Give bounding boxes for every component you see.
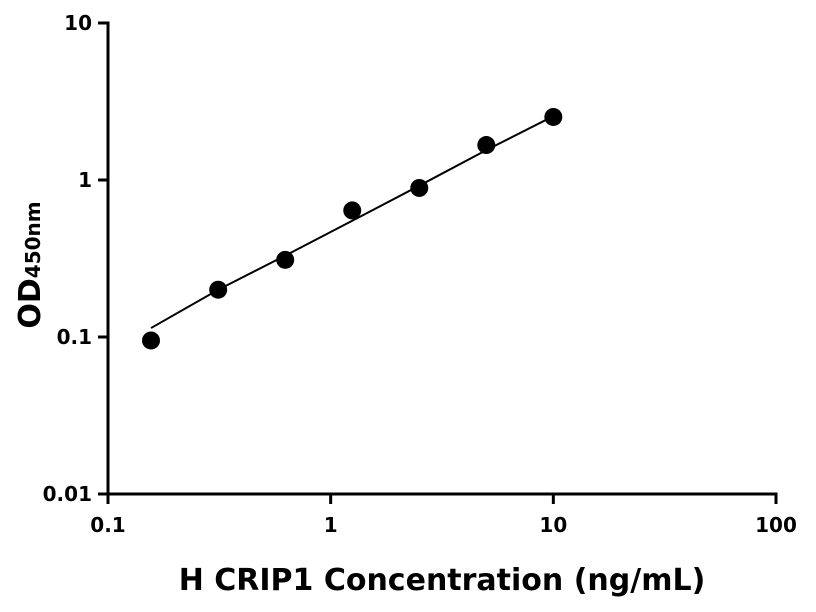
y-tick-label: 0.01 [43, 482, 92, 506]
x-tick-label: 0.1 [90, 513, 125, 537]
data-point [410, 178, 429, 197]
data-point [209, 280, 228, 299]
data-point [343, 201, 362, 220]
y-axis-label-main: OD [13, 278, 48, 328]
data-point [142, 331, 161, 350]
y-axis-label: OD450nm [13, 201, 48, 328]
x-tick-label: 100 [755, 513, 797, 537]
data-point [276, 250, 295, 269]
data-point [477, 136, 496, 155]
x-tick-label: 1 [324, 513, 338, 537]
data-point [544, 107, 563, 126]
y-tick-label: 0.1 [57, 325, 92, 349]
y-tick-label: 1 [78, 168, 92, 192]
y-tick-label: 10 [64, 11, 92, 35]
y-axis-label-sub: 450nm [21, 201, 45, 278]
x-axis-label: H CRIP1 Concentration (ng/mL) [179, 563, 706, 598]
x-tick-label: 10 [539, 513, 567, 537]
